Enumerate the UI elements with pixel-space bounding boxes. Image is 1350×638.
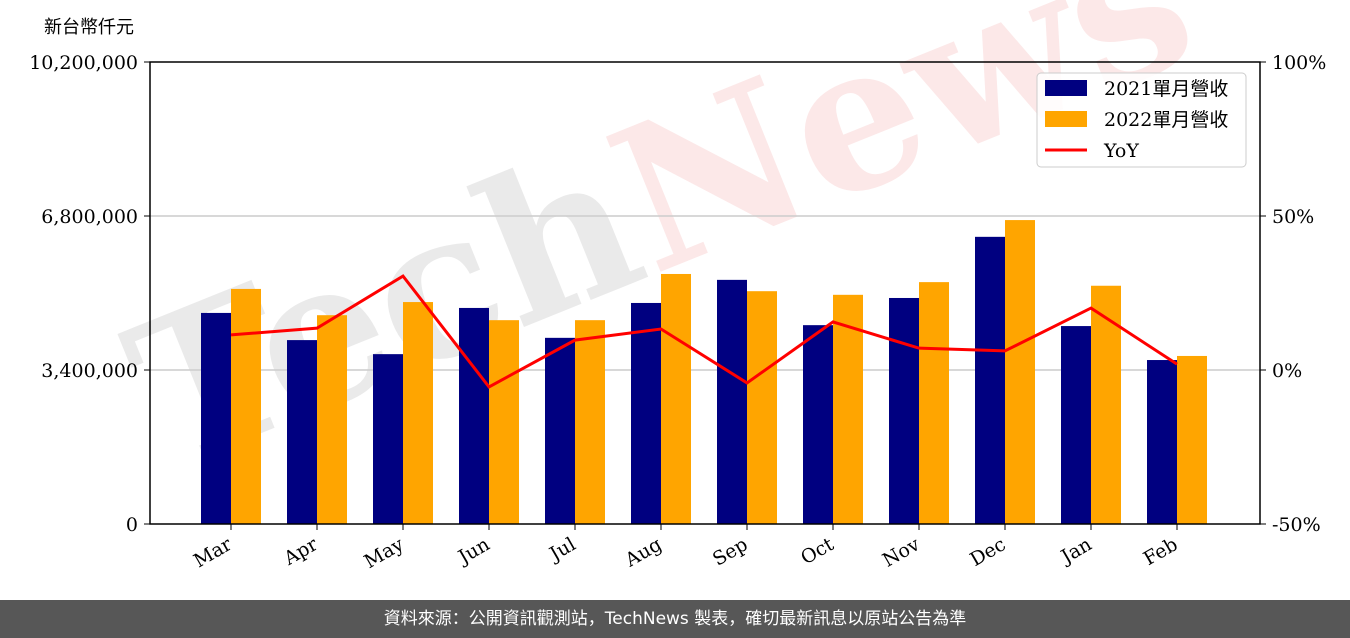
y-tick-label: 0: [126, 514, 138, 536]
legend-swatch: [1045, 80, 1087, 96]
bar-2022-may: [403, 302, 433, 524]
x-tick-label: Feb: [1140, 533, 1182, 570]
bar-2022-jun: [489, 320, 519, 524]
legend: 2021單月營收 2022單月營收 YoY: [1036, 72, 1247, 168]
legend-label: 2022單月營收: [1104, 109, 1228, 131]
bar-2021-mar: [201, 312, 231, 524]
bar-2021-nov: [889, 297, 919, 524]
bar-2021-jun: [459, 307, 489, 524]
bar-2021-apr: [287, 340, 317, 524]
y-tick-label: 6,800,000: [41, 206, 138, 228]
x-tick-label: Jan: [1056, 533, 1096, 569]
x-tick-label: Mar: [190, 533, 236, 572]
legend-swatch: [1045, 111, 1087, 127]
plot-frame: [149, 61, 1261, 525]
bar-2021-may: [373, 354, 403, 524]
x-tick-label: Oct: [797, 533, 838, 569]
bar-2021-feb: [1147, 360, 1177, 524]
bar-2022-feb: [1177, 355, 1207, 524]
y2-tick-label: 50%: [1272, 206, 1314, 228]
bar-2022-sep: [747, 291, 777, 524]
x-tick-label: May: [361, 533, 408, 573]
bar-2022-apr: [317, 315, 347, 524]
x-tick-label: Aug: [621, 533, 666, 572]
bar-2021-sep: [717, 279, 747, 524]
y-tick-label: 3,400,000: [41, 360, 138, 382]
legend-label: 2021單月營收: [1104, 78, 1228, 100]
bar-2022-nov: [919, 282, 949, 524]
bar-2021-jan: [1061, 326, 1091, 524]
x-tick-label: Jun: [453, 533, 494, 569]
x-tick-label: Apr: [279, 533, 322, 570]
legend-label: YoY: [1103, 140, 1139, 162]
x-tick-label: Dec: [966, 533, 1009, 571]
x-tick-label: Jul: [544, 533, 579, 566]
bar-2021-aug: [631, 302, 661, 524]
bar-2022-jul: [575, 320, 605, 524]
x-tick-label: Sep: [709, 533, 752, 570]
y2-tick-label: -50%: [1272, 514, 1321, 536]
source-footer: 資料來源：公開資訊觀測站，TechNews 製表，確切最新訊息以原站公告為準: [0, 600, 1350, 638]
yoy-line: [230, 274, 1178, 389]
bar-2022-aug: [661, 273, 691, 524]
bar-2021-jul: [545, 337, 575, 524]
y2-tick-label: 0%: [1272, 360, 1302, 382]
bar-2021-dec: [975, 236, 1005, 524]
bar-2022-jan: [1091, 285, 1121, 524]
bar-2022-dec: [1005, 220, 1035, 524]
bar-2021-oct: [803, 325, 833, 524]
bar-2022-mar: [231, 288, 261, 524]
x-tick-label: Nov: [879, 533, 924, 572]
bar-2022-oct: [833, 294, 863, 524]
revenue-chart: TechNews 03,400,0006,800,00010,200,000-5…: [29, 0, 1326, 573]
y2-tick-label: 100%: [1272, 52, 1326, 74]
y-tick-label: 10,200,000: [29, 52, 138, 74]
y-axis-label: 新台幣仟元: [44, 17, 134, 38]
